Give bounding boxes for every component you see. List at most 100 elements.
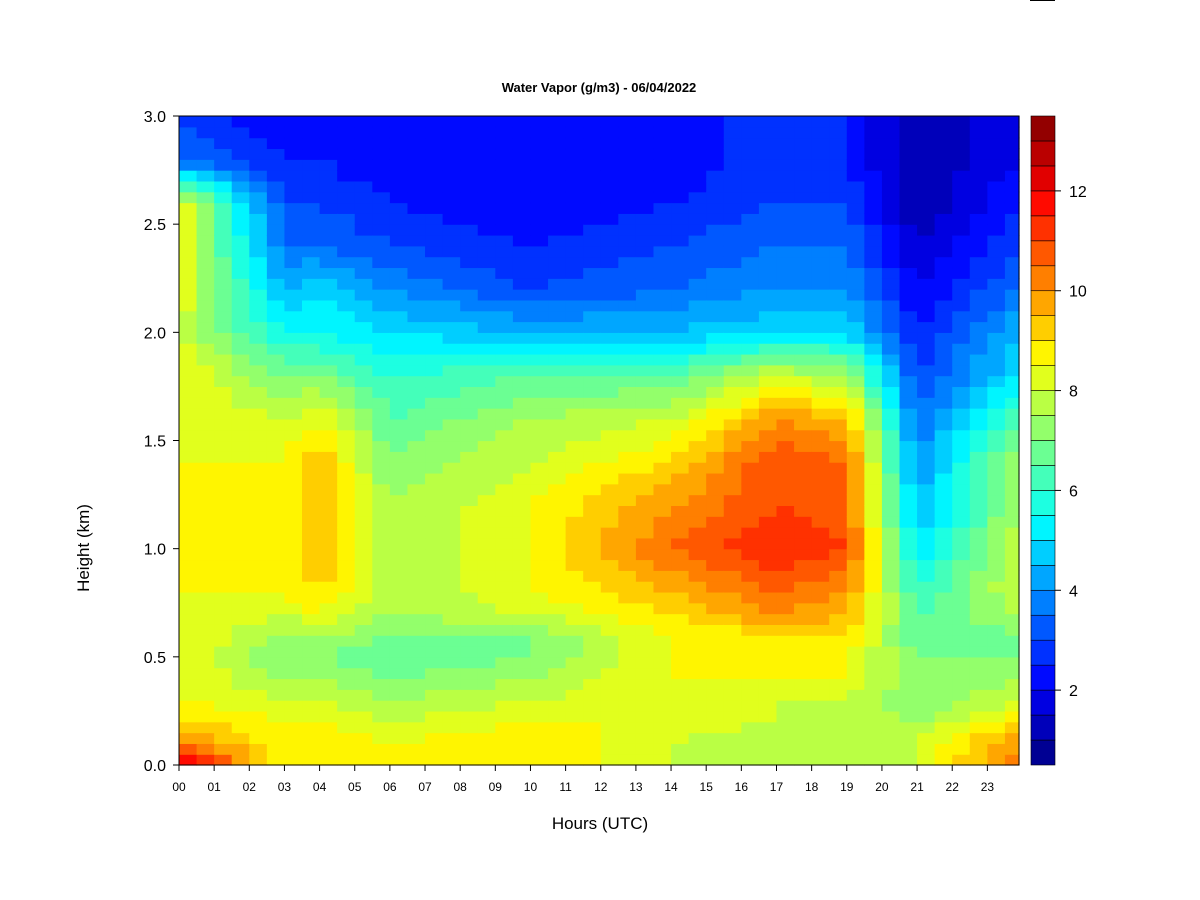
heatmap-cell xyxy=(214,462,233,474)
heatmap-cell xyxy=(618,364,637,377)
heatmap-cell xyxy=(266,667,286,680)
heatmap-cell xyxy=(917,116,936,128)
heatmap-cell xyxy=(864,245,883,258)
heatmap-cell xyxy=(477,656,496,669)
heatmap-cell xyxy=(864,635,883,647)
heatmap-cell xyxy=(653,559,672,571)
heatmap-cell xyxy=(618,700,637,712)
heatmap-cell xyxy=(758,299,778,312)
heatmap-cell xyxy=(179,559,198,571)
heatmap-cell xyxy=(794,299,813,312)
heatmap-cell xyxy=(723,667,742,680)
heatmap-cell xyxy=(583,364,602,377)
x-tick-label: 00 xyxy=(172,780,186,794)
heatmap-cell xyxy=(530,516,549,528)
heatmap-cell xyxy=(266,180,286,193)
heatmap-cell xyxy=(846,483,865,496)
heatmap-cell xyxy=(741,116,760,128)
heatmap-cell xyxy=(881,170,901,182)
heatmap-cell xyxy=(231,462,250,474)
heatmap-cell xyxy=(987,613,1006,625)
heatmap-cell xyxy=(179,278,198,290)
heatmap-cell xyxy=(688,624,707,636)
heatmap-cell xyxy=(425,353,444,366)
heatmap-cell xyxy=(671,267,690,279)
heatmap-cell xyxy=(618,299,637,312)
heatmap-cell xyxy=(565,256,584,269)
heatmap-cell xyxy=(618,386,637,398)
heatmap-cell xyxy=(723,343,742,355)
heatmap-cell xyxy=(741,472,760,485)
heatmap-cell xyxy=(512,548,532,561)
heatmap-cell xyxy=(266,267,286,279)
heatmap-cell xyxy=(846,613,865,625)
heatmap-cell xyxy=(688,408,707,420)
heatmap-cell xyxy=(934,116,953,128)
heatmap-cell xyxy=(899,570,918,582)
heatmap-cell xyxy=(179,591,198,604)
heatmap-cell xyxy=(548,613,567,625)
heatmap-cell xyxy=(284,245,303,258)
heatmap-cell xyxy=(319,353,338,366)
heatmap-cell xyxy=(758,656,778,669)
heatmap-cell xyxy=(407,667,426,680)
heatmap-cell xyxy=(266,429,286,442)
x-tick-label: 11 xyxy=(559,780,572,794)
heatmap-cell xyxy=(231,656,250,669)
heatmap-cell xyxy=(302,440,321,452)
heatmap-cell xyxy=(337,462,356,474)
heatmap-cell xyxy=(829,256,848,269)
heatmap-cell xyxy=(846,137,865,150)
heatmap-cell xyxy=(653,754,672,766)
heatmap-cell xyxy=(565,710,584,723)
heatmap-cell xyxy=(425,656,444,669)
heatmap-cell xyxy=(425,418,444,431)
heatmap-cell xyxy=(266,732,286,744)
heatmap-cell xyxy=(231,537,250,550)
heatmap-cell xyxy=(952,494,971,506)
heatmap-cell xyxy=(776,656,795,669)
heatmap-cell xyxy=(495,332,514,344)
heatmap-cell xyxy=(319,451,338,463)
heatmap-cell xyxy=(530,202,549,214)
heatmap-cell xyxy=(512,721,532,734)
heatmap-cell xyxy=(706,559,725,571)
heatmap-cell xyxy=(917,170,936,182)
heatmap-cell xyxy=(495,429,514,442)
heatmap-cell xyxy=(266,462,286,474)
heatmap-cell xyxy=(495,667,514,680)
heatmap-cell xyxy=(794,700,813,712)
heatmap-cell xyxy=(425,472,444,485)
heatmap-cell xyxy=(881,429,901,442)
heatmap-cell xyxy=(583,386,602,398)
heatmap-cell xyxy=(881,732,901,744)
colorbar-tick-label: 8 xyxy=(1069,384,1078,401)
heatmap-cell xyxy=(881,408,901,420)
heatmap-cell xyxy=(249,689,268,701)
heatmap-cell xyxy=(811,224,830,236)
heatmap-cell xyxy=(846,678,865,690)
heatmap-cell xyxy=(706,397,725,409)
heatmap-cell xyxy=(495,397,514,409)
heatmap-cell xyxy=(372,170,391,182)
heatmap-cell xyxy=(407,602,426,615)
heatmap-cell xyxy=(249,180,268,193)
heatmap-cell xyxy=(179,754,198,766)
heatmap-cell xyxy=(477,397,496,409)
heatmap-cell xyxy=(635,732,655,744)
heatmap-cell xyxy=(671,646,690,658)
heatmap-cell xyxy=(635,710,655,723)
heatmap-cell xyxy=(899,602,918,615)
heatmap-cell xyxy=(706,570,725,582)
heatmap-cell xyxy=(671,527,690,539)
heatmap-cell xyxy=(548,126,567,139)
heatmap-cell xyxy=(319,343,338,355)
heatmap-column xyxy=(302,116,321,766)
heatmap-cell xyxy=(635,754,655,766)
heatmap-cell xyxy=(302,656,321,669)
heatmap-cell xyxy=(548,667,567,680)
heatmap-cell xyxy=(548,689,567,701)
heatmap-cell xyxy=(741,591,760,604)
heatmap-cell xyxy=(214,494,233,506)
heatmap-cell xyxy=(319,581,338,593)
